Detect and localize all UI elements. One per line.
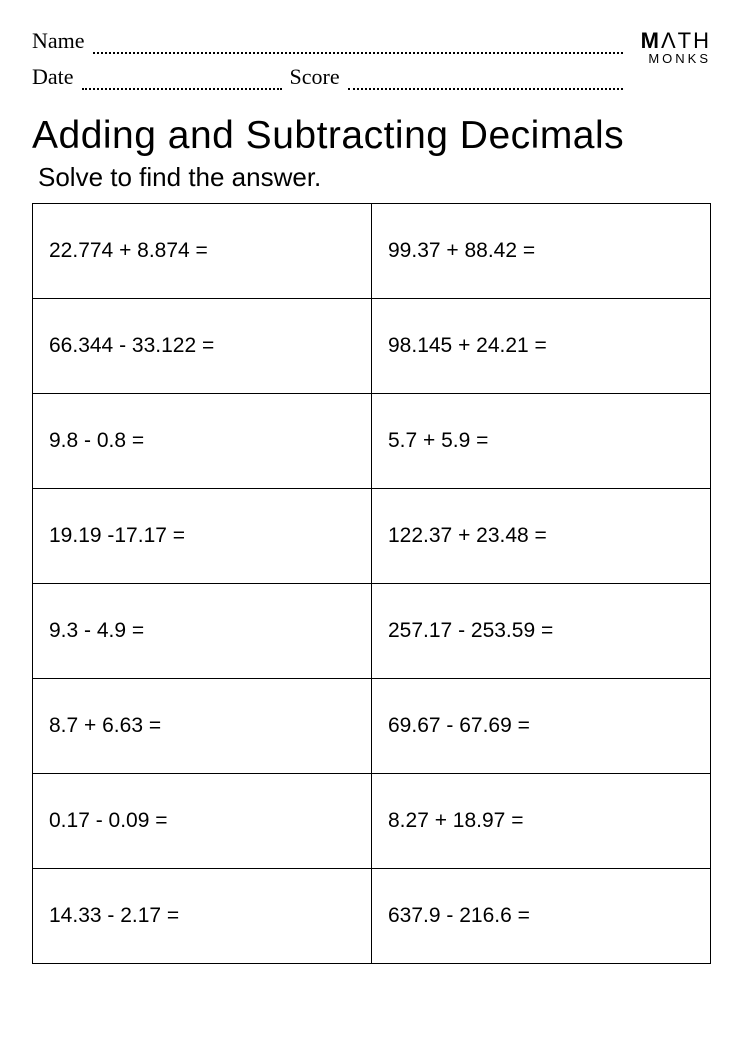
problem-cell-left: 19.19 -17.17 = xyxy=(33,489,372,584)
problem-cell-right: 637.9 - 216.6 = xyxy=(372,869,711,964)
math-monks-logo: MΛTH MONKS xyxy=(641,28,711,65)
table-row: 0.17 - 0.09 =8.27 + 18.97 = xyxy=(33,774,711,869)
problems-tbody: 22.774 + 8.874 =99.37 + 88.42 =66.344 - … xyxy=(33,204,711,964)
name-row: Name xyxy=(32,28,623,54)
date-label: Date xyxy=(32,64,74,90)
problem-cell-right: 257.17 - 253.59 = xyxy=(372,584,711,679)
problem-cell-left: 14.33 - 2.17 = xyxy=(33,869,372,964)
table-row: 19.19 -17.17 =122.37 + 23.48 = xyxy=(33,489,711,584)
problem-cell-right: 98.145 + 24.21 = xyxy=(372,299,711,394)
name-line[interactable] xyxy=(93,36,623,54)
table-row: 9.3 - 4.9 =257.17 - 253.59 = xyxy=(33,584,711,679)
table-row: 66.344 - 33.122 =98.145 + 24.21 = xyxy=(33,299,711,394)
problem-cell-left: 66.344 - 33.122 = xyxy=(33,299,372,394)
date-line[interactable] xyxy=(82,72,282,90)
problem-cell-right: 69.67 - 67.69 = xyxy=(372,679,711,774)
problem-cell-right: 122.37 + 23.48 = xyxy=(372,489,711,584)
problem-cell-left: 22.774 + 8.874 = xyxy=(33,204,372,299)
problem-cell-right: 99.37 + 88.42 = xyxy=(372,204,711,299)
problem-cell-left: 0.17 - 0.09 = xyxy=(33,774,372,869)
score-label: Score xyxy=(290,64,340,90)
logo-line1: MΛTH xyxy=(641,30,711,52)
problem-cell-left: 8.7 + 6.63 = xyxy=(33,679,372,774)
header-fields: Name Date Score xyxy=(32,28,623,100)
problems-table: 22.774 + 8.874 =99.37 + 88.42 =66.344 - … xyxy=(32,203,711,964)
table-row: 8.7 + 6.63 =69.67 - 67.69 = xyxy=(33,679,711,774)
score-line[interactable] xyxy=(348,72,623,90)
worksheet-header: Name Date Score MΛTH MONKS xyxy=(32,28,711,100)
table-row: 9.8 - 0.8 =5.7 + 5.9 = xyxy=(33,394,711,489)
problem-cell-left: 9.3 - 4.9 = xyxy=(33,584,372,679)
table-row: 22.774 + 8.874 =99.37 + 88.42 = xyxy=(33,204,711,299)
problem-cell-right: 8.27 + 18.97 = xyxy=(372,774,711,869)
problem-cell-left: 9.8 - 0.8 = xyxy=(33,394,372,489)
date-score-row: Date Score xyxy=(32,64,623,90)
table-row: 14.33 - 2.17 =637.9 - 216.6 = xyxy=(33,869,711,964)
problem-cell-right: 5.7 + 5.9 = xyxy=(372,394,711,489)
worksheet-subtitle: Solve to find the answer. xyxy=(32,162,711,193)
worksheet-title: Adding and Subtracting Decimals xyxy=(32,114,711,158)
logo-line2: MONKS xyxy=(641,52,711,65)
name-label: Name xyxy=(32,28,85,54)
